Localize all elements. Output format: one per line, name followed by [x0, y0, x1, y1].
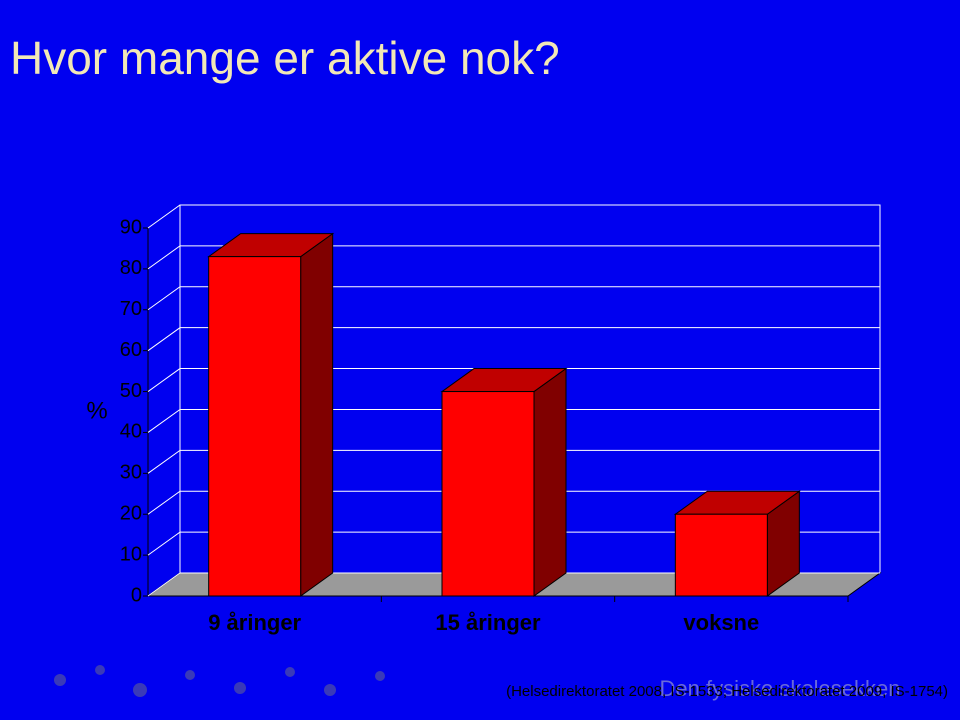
grid-line — [147, 327, 880, 352]
x-tick-label: 15 åringer — [435, 610, 541, 635]
grid-line — [147, 531, 880, 556]
y-tick-label: 40 — [120, 421, 142, 443]
grid-line — [147, 286, 880, 311]
slide-title: Hvor mange er aktive nok? — [10, 32, 560, 84]
bar — [674, 513, 768, 597]
y-axis-label: % — [86, 397, 107, 424]
grid-line — [147, 490, 880, 515]
y-tick-label: 20 — [120, 503, 142, 525]
y-tick-label: 90 — [120, 216, 142, 238]
source: (Helsedirektoratet 2008, IS-1533; Helsed… — [506, 683, 948, 700]
y-tick-label: 30 — [120, 462, 142, 484]
x-tick-label: voksne — [683, 610, 759, 635]
grid-line — [147, 572, 880, 597]
y-tick-label: 80 — [120, 257, 142, 279]
grid-line — [147, 449, 880, 474]
watermark: Den fysiske skolesekken — [660, 676, 901, 701]
grid-line — [147, 204, 880, 229]
grid-line — [147, 408, 880, 433]
bar-side — [533, 367, 567, 597]
grid-line — [147, 245, 880, 270]
bar-side — [300, 232, 334, 597]
y-tick-label: 70 — [120, 298, 142, 320]
y-tick-label: 10 — [120, 543, 142, 565]
y-tick-label: 0 — [131, 584, 142, 606]
grid-line — [147, 368, 880, 392]
bar — [208, 256, 302, 597]
bar — [441, 391, 535, 597]
y-tick-label: 60 — [120, 339, 142, 361]
decoration — [54, 665, 385, 697]
x-tick-label: 9 åringer — [208, 610, 301, 635]
y-tick-label: 50 — [120, 380, 142, 402]
